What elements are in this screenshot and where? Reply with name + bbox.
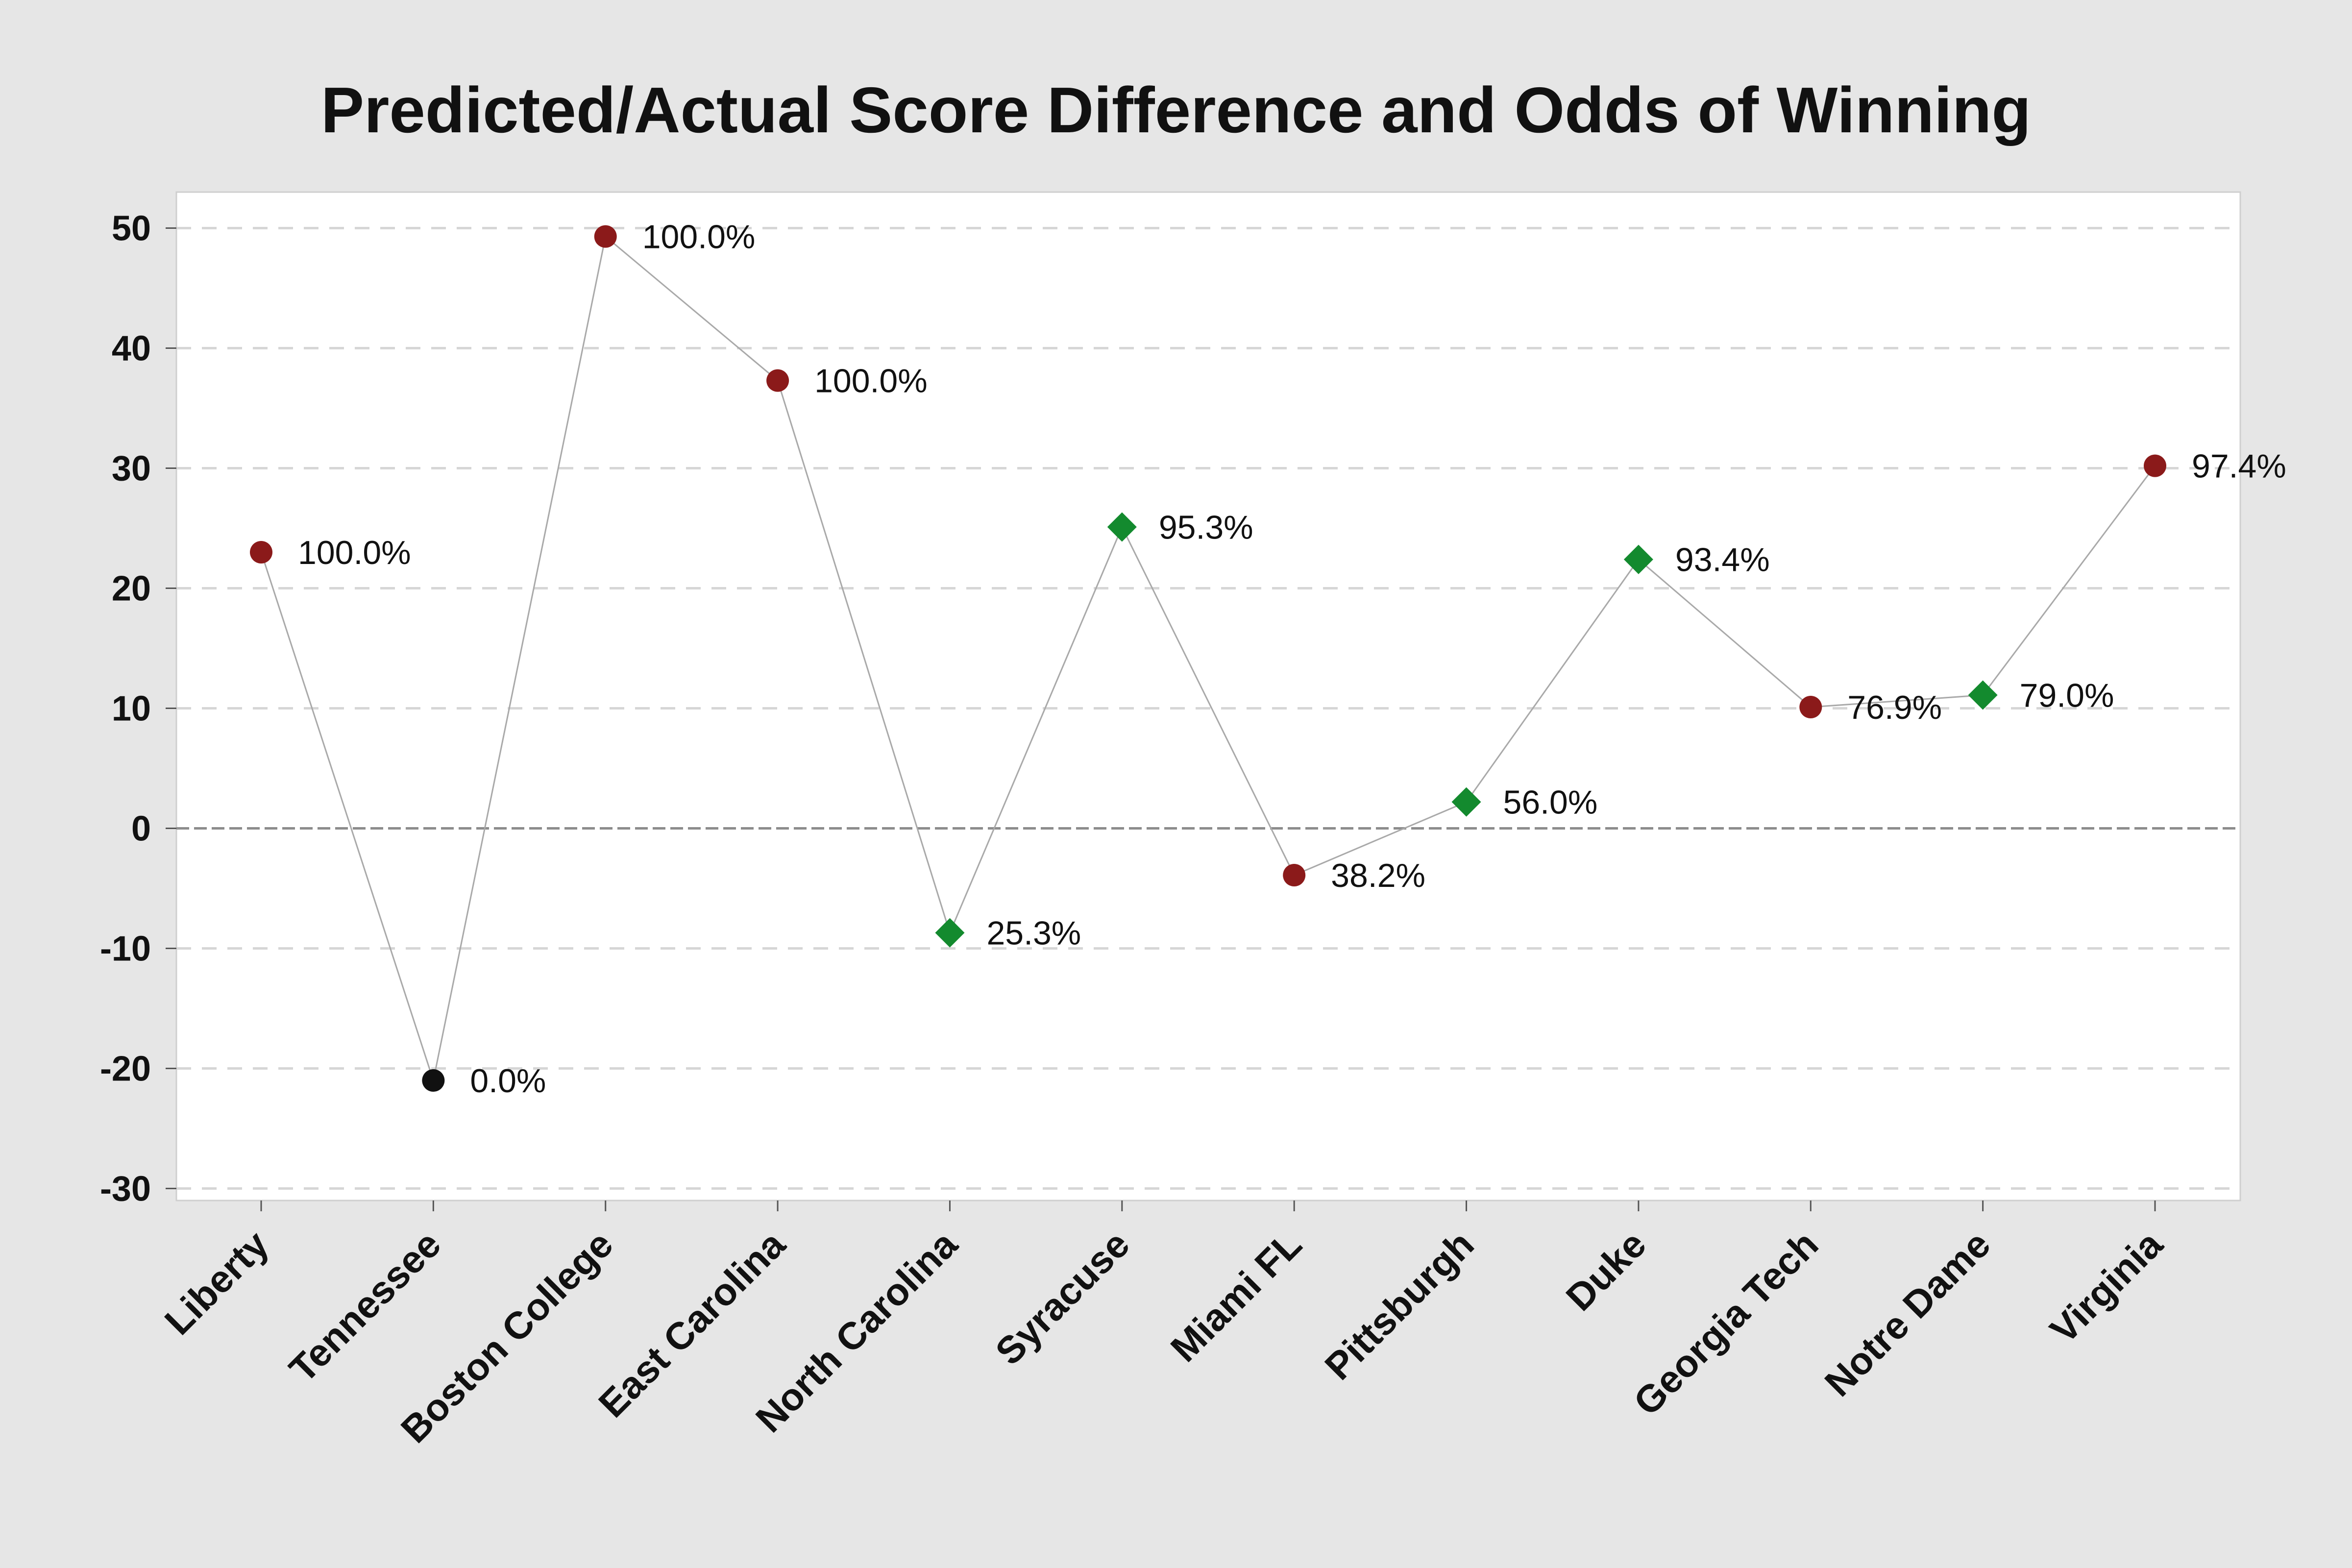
y-tick-label: 50 [112,209,151,248]
data-label: 95.3% [1159,509,1253,546]
data-point-circle [766,369,789,392]
data-label: 97.4% [2192,448,2286,485]
data-point-diamond [1623,544,1653,574]
y-tick-label: -10 [100,930,151,969]
y-tick-label: -30 [100,1170,151,1209]
data-point-diamond [1968,680,1998,710]
y-tick-label: 30 [112,449,151,489]
y-tick-label: 0 [131,809,151,849]
data-label: 0.0% [470,1062,546,1100]
data-point-diamond [935,918,965,948]
y-tick-label: 10 [112,689,151,729]
data-label: 76.9% [1847,689,1942,726]
y-axis: 50 40 30 20 10 0 -10 -20 -30 [100,209,176,1209]
data-label: 25.3% [986,915,1081,952]
data-label: 100.0% [642,219,756,256]
y-tick-label: 20 [112,569,151,609]
data-label: 38.2% [1331,857,1425,894]
chart-title: Predicted/Actual Score Difference and Od… [321,74,2031,146]
data-label: 100.0% [814,363,928,400]
series-score-difference [250,225,2166,1092]
data-point-circle [1283,864,1306,887]
data-label: 79.0% [2020,677,2114,714]
y-tick-label: 40 [112,329,151,368]
data-point-circle [422,1069,445,1092]
data-label: 56.0% [1503,784,1598,821]
grid-lines [176,227,2240,1190]
data-point-circle [2144,454,2166,477]
data-point-diamond [1451,787,1481,817]
data-point-diamond [1107,512,1137,542]
data-point-circle [1799,696,1822,719]
plot-area [175,191,2241,1201]
data-point-circle [594,225,617,248]
data-point-circle [250,541,272,564]
data-label: 93.4% [1675,541,1770,579]
y-tick-label: -20 [100,1050,151,1089]
series-line [260,235,2156,1083]
data-labels: 100.0% 0.0% 100.0% 100.0% 25.3% 95.3% 38.2% 56.… [298,219,2286,1100]
data-label: 100.0% [298,534,411,571]
